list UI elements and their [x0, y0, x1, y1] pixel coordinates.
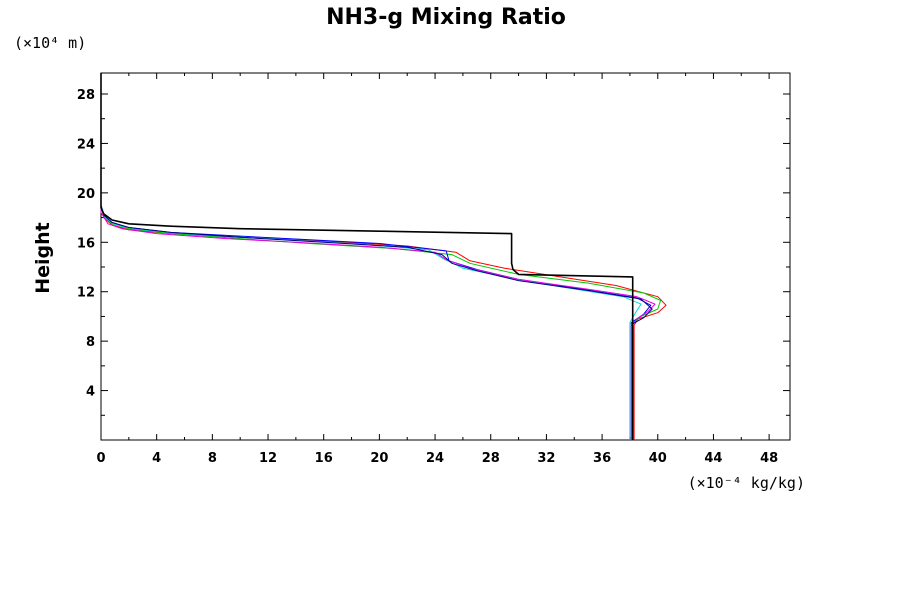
y-unit-label: (×10⁴ m) [14, 34, 86, 52]
y-tick-label: 20 [77, 187, 95, 202]
x-tick-label: 12 [259, 451, 277, 466]
y-tick-label: 16 [77, 236, 95, 251]
chart-title: NH3-g Mixing Ratio [326, 5, 566, 30]
x-tick-label: 16 [315, 451, 333, 466]
series-line [100, 73, 634, 440]
x-tick-label: 20 [370, 451, 388, 466]
x-tick-label: 36 [593, 451, 611, 466]
y-tick-label: 12 [77, 286, 95, 301]
series-line [100, 73, 656, 440]
series-line [100, 73, 642, 440]
x-tick-label: 48 [760, 451, 778, 466]
y-axis-label: Height [32, 222, 54, 294]
x-tick-label: 44 [704, 451, 722, 466]
x-tick-label: 24 [426, 451, 444, 466]
y-tick-label: 8 [86, 335, 95, 350]
x-tick-label: 40 [649, 451, 667, 466]
x-tick-label: 28 [482, 451, 500, 466]
x-unit-label: (×10⁻⁴ kg/kg) [688, 474, 805, 492]
y-tick-label: 4 [86, 385, 95, 400]
x-tick-label: 4 [152, 451, 161, 466]
y-tick-label: 28 [77, 88, 95, 103]
x-tick-label: 0 [96, 451, 105, 466]
x-tick-label: 32 [537, 451, 555, 466]
x-tick-label: 8 [208, 451, 217, 466]
y-tick-label: 24 [77, 137, 95, 152]
series-line [100, 73, 653, 440]
plot-frame [100, 72, 791, 441]
